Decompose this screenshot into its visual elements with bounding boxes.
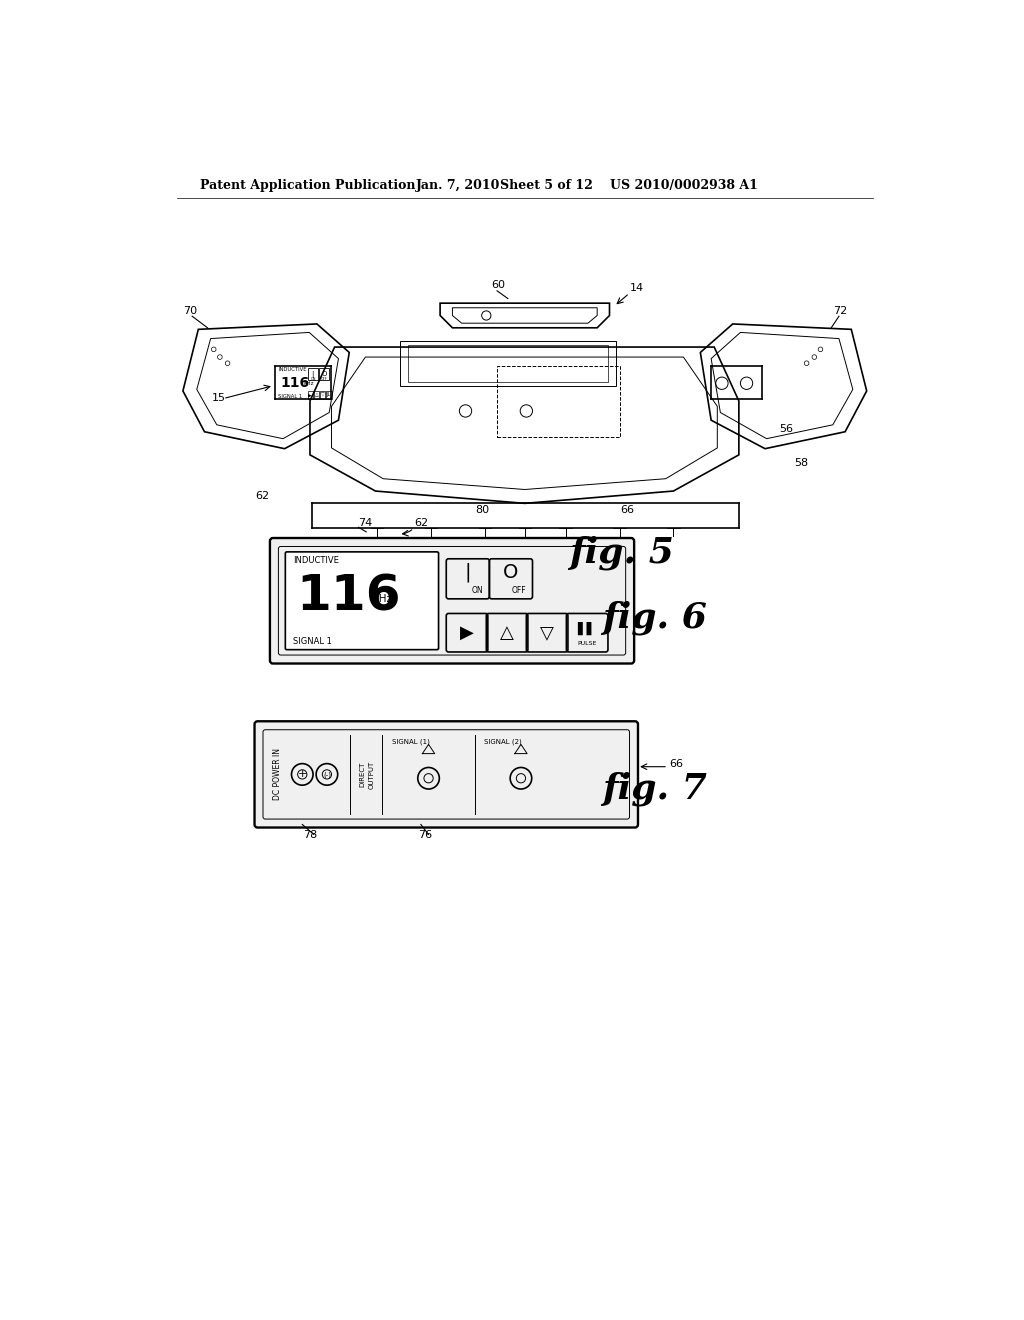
- Text: (-): (-): [323, 771, 331, 777]
- FancyBboxPatch shape: [255, 721, 638, 828]
- Bar: [326, 391, 332, 399]
- Bar: [400, 341, 615, 385]
- Text: 62: 62: [255, 491, 269, 500]
- Text: 76: 76: [418, 830, 432, 841]
- Text: ON: ON: [472, 586, 483, 595]
- Text: 70: 70: [183, 306, 197, 315]
- Bar: [408, 345, 608, 381]
- Bar: [319, 391, 326, 399]
- Text: OFF: OFF: [321, 378, 328, 381]
- Text: ▶: ▶: [308, 392, 312, 397]
- Bar: [307, 391, 313, 399]
- Bar: [319, 368, 330, 380]
- Text: 72: 72: [833, 306, 847, 315]
- Text: 66: 66: [621, 504, 634, 515]
- Text: OUTPUT: OUTPUT: [369, 760, 375, 788]
- FancyBboxPatch shape: [270, 539, 634, 664]
- Text: SIGNAL (1): SIGNAL (1): [391, 738, 429, 744]
- Text: +: +: [298, 770, 307, 779]
- Text: |: |: [465, 562, 471, 582]
- Bar: [307, 368, 317, 380]
- Text: △: △: [314, 392, 318, 397]
- Text: 78: 78: [303, 830, 317, 841]
- Text: ON: ON: [310, 378, 316, 381]
- Text: JL: JL: [327, 392, 331, 397]
- Text: KHz: KHz: [303, 380, 313, 385]
- Text: ▽: ▽: [541, 624, 554, 642]
- Text: 66: 66: [670, 759, 684, 768]
- Text: fig. 6: fig. 6: [602, 601, 707, 635]
- Text: fig. 5: fig. 5: [569, 536, 674, 570]
- Text: OFF: OFF: [512, 586, 526, 595]
- Text: 62: 62: [414, 519, 428, 528]
- Text: INDUCTIVE: INDUCTIVE: [279, 367, 307, 372]
- Text: 80: 80: [475, 504, 489, 515]
- FancyBboxPatch shape: [286, 552, 438, 649]
- Text: 14: 14: [630, 282, 644, 293]
- Text: fig. 7: fig. 7: [602, 771, 707, 805]
- Text: SIGNAL 1: SIGNAL 1: [279, 393, 303, 399]
- Text: ▽: ▽: [321, 392, 325, 397]
- Text: SIGNAL (2): SIGNAL (2): [484, 738, 522, 744]
- Text: ▶: ▶: [460, 624, 474, 642]
- Text: O: O: [503, 564, 518, 582]
- Text: 116: 116: [280, 376, 309, 391]
- Text: KHz: KHz: [372, 594, 391, 605]
- Text: US 2010/0002938 A1: US 2010/0002938 A1: [609, 178, 758, 191]
- Text: DC POWER IN: DC POWER IN: [273, 748, 283, 800]
- Text: 60: 60: [490, 280, 505, 290]
- Text: Patent Application Publication: Patent Application Publication: [200, 178, 416, 191]
- Text: PULSE: PULSE: [578, 642, 597, 645]
- Text: INDUCTIVE: INDUCTIVE: [293, 556, 339, 565]
- Text: O: O: [322, 371, 327, 378]
- Text: SIGNAL 1: SIGNAL 1: [293, 636, 332, 645]
- Text: Jan. 7, 2010: Jan. 7, 2010: [416, 178, 500, 191]
- Text: 56: 56: [779, 424, 793, 434]
- Text: Sheet 5 of 12: Sheet 5 of 12: [500, 178, 593, 191]
- Text: |: |: [311, 371, 313, 378]
- Text: △: △: [500, 624, 514, 642]
- Text: 15: 15: [211, 393, 225, 403]
- Text: 74: 74: [358, 519, 373, 528]
- Text: DIRECT: DIRECT: [359, 762, 366, 787]
- Bar: [313, 391, 319, 399]
- Text: ▌▌: ▌▌: [578, 622, 597, 635]
- Bar: [497, 367, 621, 437]
- Text: 116: 116: [296, 573, 400, 620]
- Text: 58: 58: [795, 458, 808, 469]
